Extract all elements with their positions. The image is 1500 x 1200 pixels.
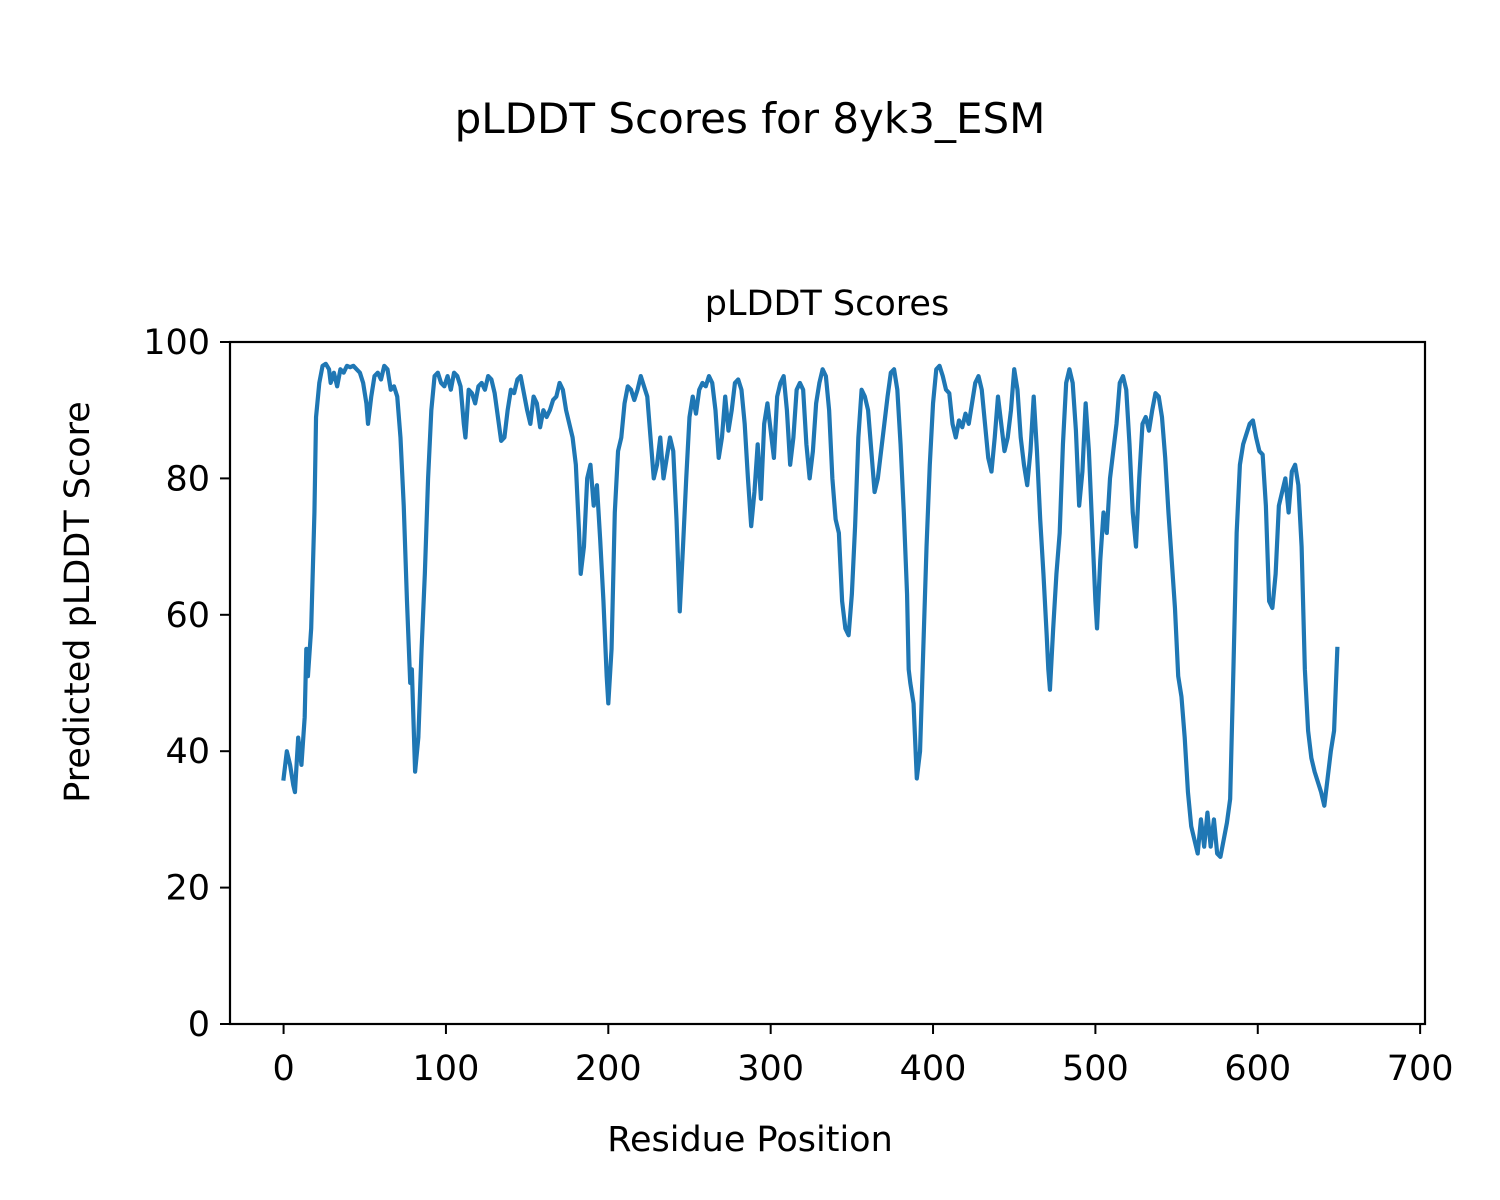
x-tick-label: 0	[272, 1049, 294, 1089]
x-tick-label: 200	[575, 1049, 642, 1089]
y-tick-label: 40	[165, 732, 210, 772]
x-tick-label: 500	[1062, 1049, 1129, 1089]
x-tick-label: 400	[900, 1049, 967, 1089]
figure-suptitle: pLDDT Scores for 8yk3_ESM	[455, 94, 1046, 143]
x-tick-label: 100	[413, 1049, 480, 1089]
chart-title: pLDDT Scores	[705, 284, 949, 324]
y-tick-label: 0	[188, 1005, 210, 1045]
x-tick-label: 300	[737, 1049, 804, 1089]
series-line-0	[281, 361, 1340, 860]
x-axis-label: Residue Position	[607, 1120, 893, 1160]
axes-frame	[228, 340, 1427, 1026]
y-axis: 0 20 40 60 80 100	[143, 323, 230, 1045]
y-tick-label: 60	[165, 596, 210, 636]
x-axis: 0 100 200 300 400 500 600 700	[272, 1024, 1454, 1089]
x-tick-label: 700	[1387, 1049, 1454, 1089]
series-layer	[281, 361, 1340, 860]
y-tick-label: 80	[165, 459, 210, 499]
x-tick-label: 600	[1224, 1049, 1291, 1089]
y-axis-label: Predicted pLDDT Score	[58, 401, 98, 803]
y-tick-label: 100	[143, 323, 210, 363]
y-tick-label: 20	[165, 869, 210, 909]
plot-area	[228, 340, 1427, 1026]
